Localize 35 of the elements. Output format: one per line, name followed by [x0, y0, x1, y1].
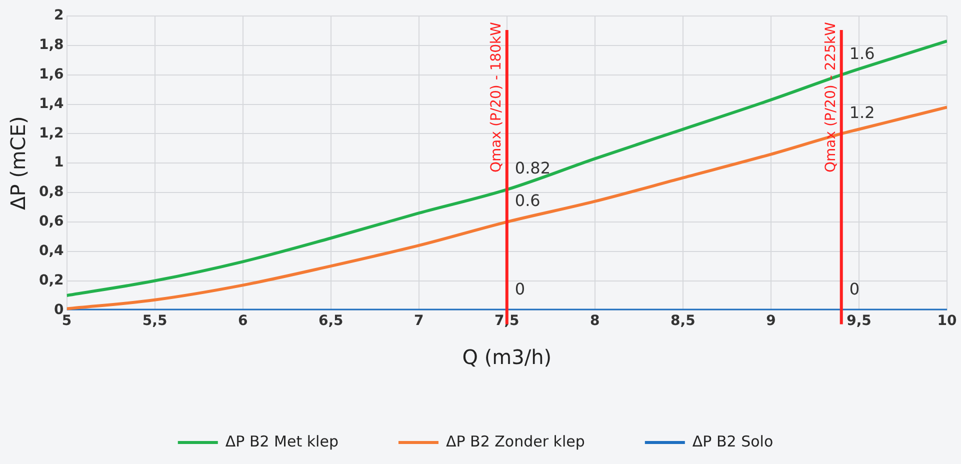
y-tick-label: 2 [54, 8, 64, 24]
x-tick-label: 5,5 [142, 313, 168, 330]
y-tick-label: 0,2 [38, 272, 64, 288]
x-tick-label: 9 [766, 313, 776, 330]
y-tick-label: 1,4 [38, 96, 64, 112]
y-tick-label: 0,4 [38, 243, 64, 259]
x-tick-label: 9,5 [846, 313, 872, 330]
y-tick-label: 1,6 [38, 66, 64, 82]
y-tick-label: 1,2 [38, 125, 64, 142]
y-tick-label: 1 [54, 154, 64, 171]
x-tick-label: 7 [414, 313, 424, 330]
y-tick-label: 0,6 [38, 214, 64, 230]
x-tick-label: 10 [937, 313, 957, 330]
data-label: 0.82 [514, 158, 551, 178]
legend-label: ΔP B2 Met klep [225, 432, 338, 450]
y-axis-title: ΔP (mCE) [6, 116, 30, 210]
data-label: 1.6 [849, 44, 875, 63]
ref-line-label: Qmax (P/20) - 225kW [823, 22, 840, 172]
legend-label: ΔP B2 Zonder klep [446, 432, 585, 450]
x-tick-label: 5 [62, 313, 72, 330]
x-tick-label: 8,5 [670, 313, 696, 330]
x-tick-label: 6,5 [318, 313, 344, 330]
x-tick-label: 8 [590, 313, 600, 330]
data-label: 0 [514, 279, 526, 298]
x-tick-label: 7,5 [494, 313, 520, 330]
legend-label: ΔP B2 Solo [692, 432, 774, 450]
data-label: 0.6 [514, 191, 540, 210]
data-label: 0 [849, 279, 860, 298]
x-axis-title: Q (m3/h) [462, 345, 552, 370]
x-tick-label: 6 [238, 313, 248, 330]
data-label: 1.2 [849, 102, 875, 122]
y-tick-label: 1,8 [38, 37, 64, 54]
y-tick-label: 0,8 [38, 184, 64, 200]
ref-line-label: Qmax (P/20) - 180kW [488, 22, 505, 172]
y-tick-label: 0 [54, 302, 64, 318]
